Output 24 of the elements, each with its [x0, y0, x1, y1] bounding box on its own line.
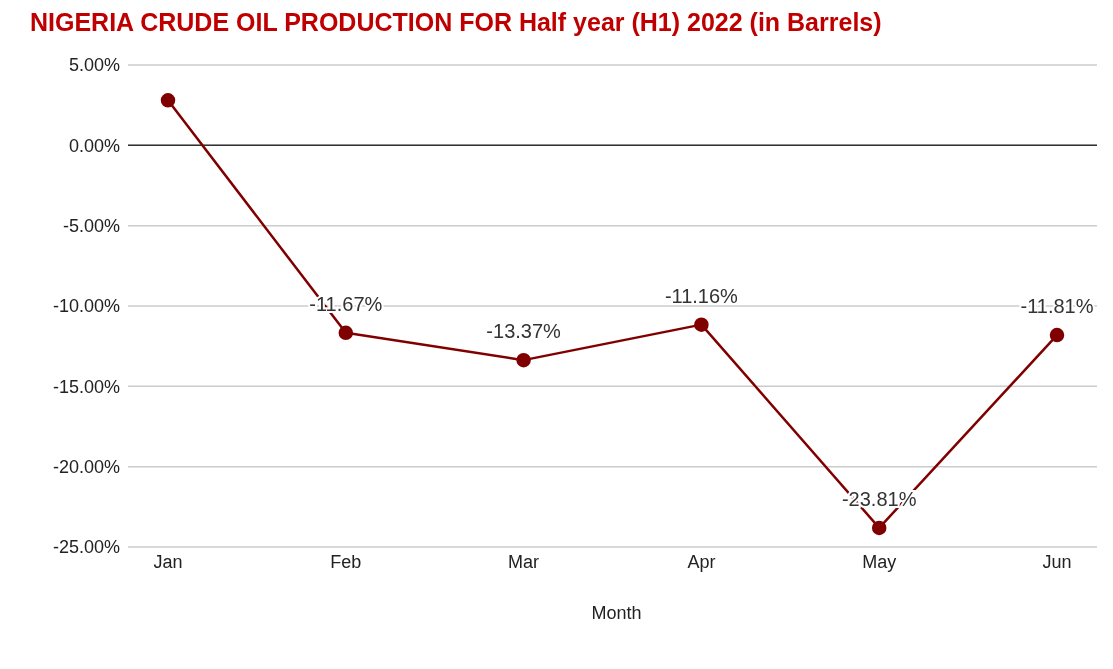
x-tick-label: Jan [153, 551, 183, 572]
point [338, 325, 354, 341]
x-tick-label: Feb [330, 551, 362, 572]
x-tick-label: Apr [687, 551, 716, 572]
point [516, 352, 531, 368]
x-tick-label: Jun [1042, 551, 1072, 572]
point [694, 317, 709, 332]
y-tick-label: -20.00% [52, 457, 120, 478]
y-tick-label: 0.00% [68, 135, 120, 156]
y-tick-label: 5.00% [68, 55, 120, 76]
y-tick-label: -10.00% [52, 296, 120, 317]
data-label: -11.81% [1020, 295, 1094, 318]
y-tick-label: -25.00% [52, 537, 120, 558]
point [1049, 327, 1065, 343]
y-tick-label: -15.00% [52, 376, 120, 397]
x-tick-label: May [862, 551, 897, 572]
point [160, 93, 176, 108]
chart-title: NIGERIA CRUDE OIL PRODUCTION FOR Half year (H1) 2022 (in Barrels) [30, 8, 883, 37]
data-label: -13.37% [486, 320, 562, 343]
data-label: -11.16% [664, 284, 739, 307]
x-tick-label: Mar [508, 551, 540, 572]
x-axis-title: Month [590, 603, 643, 624]
point [871, 520, 887, 536]
y-tick-label: -5.00% [62, 216, 120, 237]
